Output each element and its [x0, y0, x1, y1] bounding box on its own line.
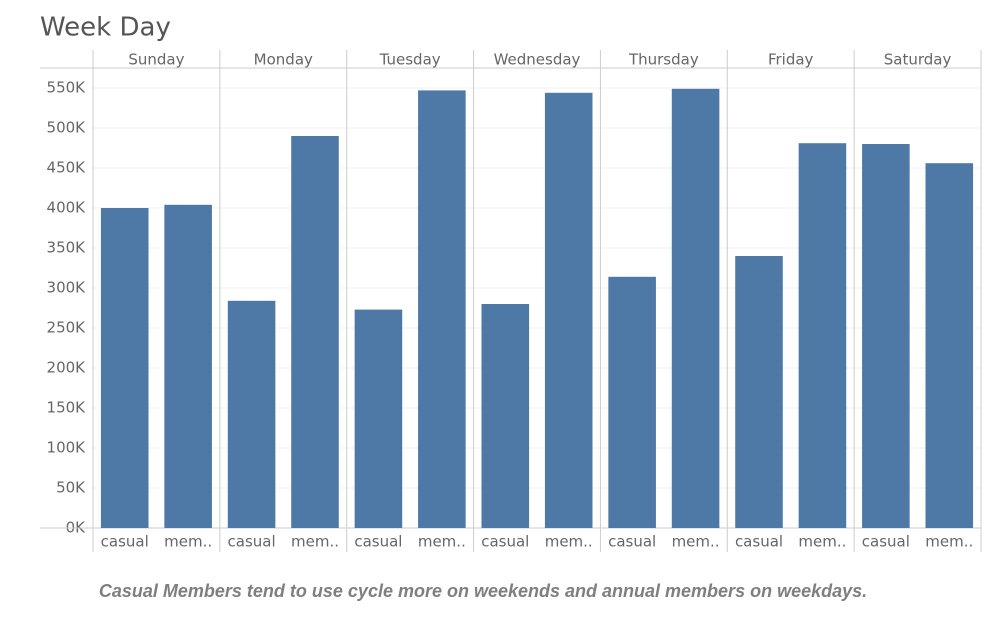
x-tick-label: casual [481, 533, 529, 551]
panel-label: Thursday [628, 51, 699, 69]
x-tick-label: mem.. [925, 533, 973, 551]
x-tick-label: casual [228, 533, 276, 551]
bar [608, 276, 656, 528]
bar [671, 88, 720, 529]
caption: Casual Members tend to use cycle more on… [99, 581, 867, 601]
y-tick-label: 350K [47, 239, 87, 257]
panel-label: Monday [254, 51, 313, 69]
x-tick-label: mem.. [545, 533, 593, 551]
y-tick-label: 100K [47, 439, 87, 457]
x-tick-label: casual [608, 533, 656, 551]
bar [418, 90, 466, 529]
x-tick-label: mem.. [798, 533, 846, 551]
bar [291, 136, 339, 528]
y-tick-label: 250K [47, 319, 87, 337]
bar [544, 92, 593, 529]
y-tick-label: 550K [47, 79, 87, 97]
bar [100, 208, 149, 528]
bar [354, 309, 403, 528]
x-tick-label: mem.. [672, 533, 720, 551]
bar [925, 163, 974, 528]
y-tick-label: 450K [47, 159, 87, 177]
bar [164, 204, 212, 529]
panel-label: Tuesday [379, 51, 441, 69]
y-tick-label: 50K [56, 479, 86, 497]
x-tick-label: mem.. [418, 533, 466, 551]
y-tick-label: 300K [47, 279, 87, 297]
x-tick-label: casual [862, 533, 910, 551]
panel-label: Friday [768, 51, 814, 69]
x-tick-label: mem.. [291, 533, 339, 551]
bar [227, 300, 276, 528]
bar [481, 304, 530, 528]
bar [735, 256, 783, 528]
panel-label: Sunday [128, 51, 184, 69]
panel-label: Saturday [884, 51, 952, 69]
panel-label: Wednesday [494, 51, 581, 69]
bar [798, 143, 847, 528]
chart-title: Week Day [40, 13, 171, 43]
bar [862, 144, 910, 528]
y-tick-label: 500K [47, 119, 87, 137]
y-tick-label: 150K [47, 399, 87, 417]
x-tick-label: casual [735, 533, 783, 551]
x-tick-label: casual [354, 533, 402, 551]
x-tick-label: mem.. [164, 533, 212, 551]
x-tick-label: casual [101, 533, 149, 551]
y-tick-label: 200K [47, 359, 87, 377]
y-tick-label: 400K [47, 199, 87, 217]
